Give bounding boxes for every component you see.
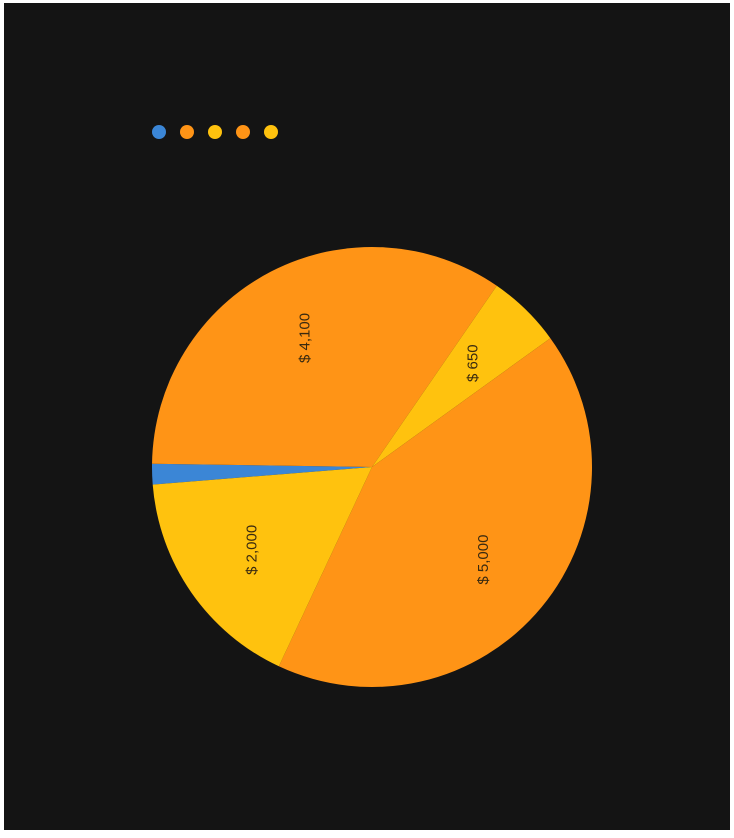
- legend-marker: [236, 125, 250, 139]
- pie-slice: [152, 246, 497, 467]
- legend: [152, 125, 278, 139]
- pie-slice: [152, 463, 372, 485]
- legend-marker: [208, 125, 222, 139]
- data-label: $ 2,000: [244, 525, 261, 575]
- legend-marker: [264, 125, 278, 139]
- pie-slice: [152, 467, 372, 667]
- data-label: $ 5,000: [475, 535, 492, 585]
- pie-slice: [372, 285, 551, 467]
- data-label: $ 4,100: [296, 313, 313, 363]
- legend-marker: [180, 125, 194, 139]
- pie-slice: [278, 338, 592, 687]
- legend-marker: [152, 125, 166, 139]
- data-label: $ 650: [464, 344, 481, 382]
